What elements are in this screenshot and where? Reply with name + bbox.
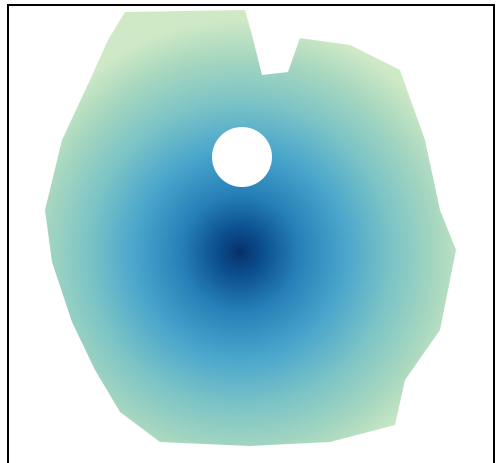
- blob: [45, 10, 456, 446]
- hole: [212, 127, 272, 187]
